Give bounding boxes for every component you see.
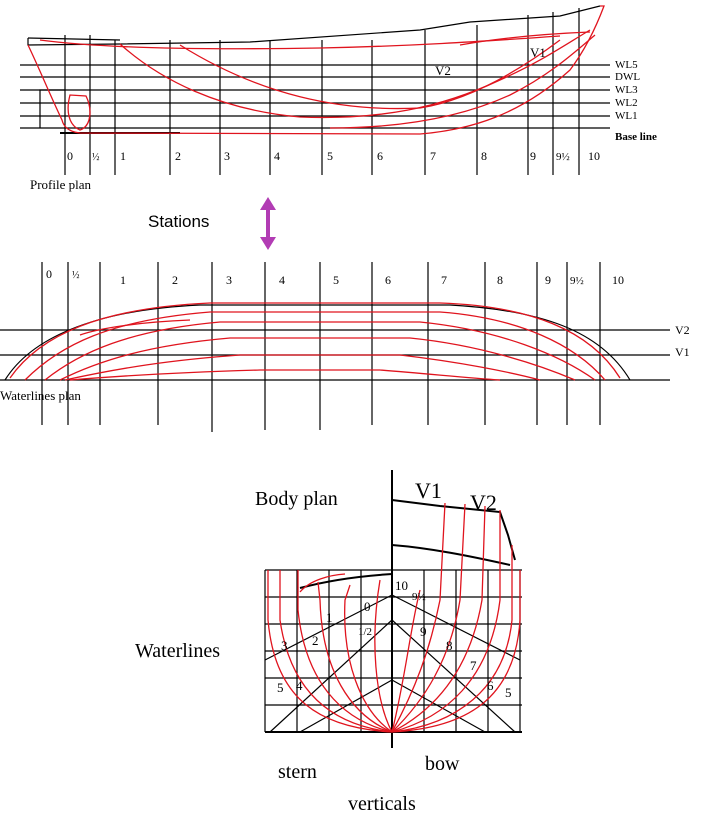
section-1: 1	[326, 610, 333, 625]
section-5-bow: 5	[505, 685, 512, 700]
wp-station-2: 2	[172, 273, 178, 287]
wp-station-1: 1	[120, 273, 126, 287]
waterlines-station-lines	[41, 262, 601, 432]
wp-station-7: 7	[441, 273, 447, 287]
profile-waterline-labels: WL5 DWL WL3 WL2 WL1 Base line	[615, 59, 657, 143]
dwl-label: DWL	[615, 71, 640, 83]
profile-station-7: 7	[430, 149, 436, 163]
stations-indicator: Stations	[148, 197, 276, 250]
stern-label: stern	[278, 761, 317, 783]
body-plan-grid	[264, 470, 522, 748]
profile-deck-line	[27, 5, 601, 46]
section-half: 1/2	[358, 626, 372, 638]
waterlines-plan: 0 ½ 1 2 3 4 5 6 7 8 9 9½ 10 V2 V1 Waterl…	[0, 262, 690, 432]
wp-station-3: 3	[226, 273, 232, 287]
body-plan-section-numbers: 10 9½ 0 1 1/2 9 8 2 3 7 6 5 5 4	[277, 578, 512, 700]
profile-station-10: 10	[588, 149, 600, 163]
section-9half: 9½	[412, 591, 426, 603]
section-8: 8	[446, 638, 453, 653]
section-2: 2	[312, 633, 319, 648]
wp-station-9: 9	[545, 273, 551, 287]
wp-station-4: 4	[279, 273, 285, 287]
profile-station-half: ½	[92, 152, 100, 163]
profile-station-3: 3	[224, 149, 230, 163]
body-annotation-v1: V1	[415, 478, 442, 503]
profile-station-9half: 9½	[556, 151, 570, 163]
profile-station-9: 9	[530, 149, 536, 163]
stations-label: Stations	[148, 212, 209, 231]
stations-arrow-up-icon	[260, 197, 276, 210]
profile-annotation-v1: V1	[530, 45, 546, 60]
profile-annotation-v2: V2	[435, 63, 451, 78]
verticals-label: verticals	[348, 793, 416, 815]
profile-station-6: 6	[377, 149, 383, 163]
profile-station-5: 5	[327, 149, 333, 163]
profile-waterline-grid	[20, 64, 610, 134]
profile-station-0: 0	[67, 149, 73, 163]
wp-station-10: 10	[612, 273, 624, 287]
body-plan: Body plan V1 V2	[135, 470, 522, 815]
profile-plan-caption: Profile plan	[30, 177, 92, 192]
section-7: 7	[470, 658, 477, 673]
wp-station-half: ½	[72, 270, 80, 281]
profile-station-8: 8	[481, 149, 487, 163]
wl2-label: WL2	[615, 97, 638, 109]
wp-label-v1: V1	[675, 345, 690, 359]
bow-label: bow	[425, 753, 460, 775]
wp-station-8: 8	[497, 273, 503, 287]
section-9: 9	[420, 624, 427, 639]
waterlines-plan-caption: Waterlines plan	[0, 388, 81, 403]
section-3: 3	[281, 638, 288, 653]
baseline-label: Base line	[615, 131, 657, 143]
wl1-label: WL1	[615, 110, 638, 122]
section-6: 6	[487, 678, 494, 693]
profile-station-1: 1	[120, 149, 126, 163]
body-plan-title: Body plan	[255, 488, 338, 510]
wp-station-0: 0	[46, 267, 52, 281]
profile-station-4: 4	[274, 149, 280, 163]
waterlines-hull-lines	[4, 302, 631, 381]
section-5-stern: 5	[277, 680, 284, 695]
profile-station-2: 2	[175, 149, 181, 163]
section-10: 10	[395, 578, 408, 593]
wp-station-5: 5	[333, 273, 339, 287]
section-0: 0	[364, 599, 371, 614]
waterlines-station-labels: 0 ½ 1 2 3 4 5 6 7 8 9 9½ 10	[46, 267, 624, 287]
wp-station-6: 6	[385, 273, 391, 287]
profile-hull-lines	[27, 5, 605, 135]
wl3-label: WL3	[615, 84, 638, 96]
waterlines-label: Waterlines	[135, 640, 220, 662]
wp-station-9half: 9½	[570, 275, 584, 287]
profile-station-labels: 0 ½ 1 2 3 4 5 6 7 8 9 9½ 10	[67, 149, 600, 163]
profile-plan: V1 V2 WL5 DWL WL3 WL2 WL1 Base line 0 ½ …	[20, 5, 657, 192]
profile-station-lines	[39, 8, 580, 175]
section-4: 4	[296, 678, 303, 693]
body-plan-sections	[267, 502, 521, 733]
wl5-label: WL5	[615, 59, 638, 71]
wp-label-v2: V2	[675, 323, 690, 337]
stations-arrow-down-icon	[260, 237, 276, 250]
